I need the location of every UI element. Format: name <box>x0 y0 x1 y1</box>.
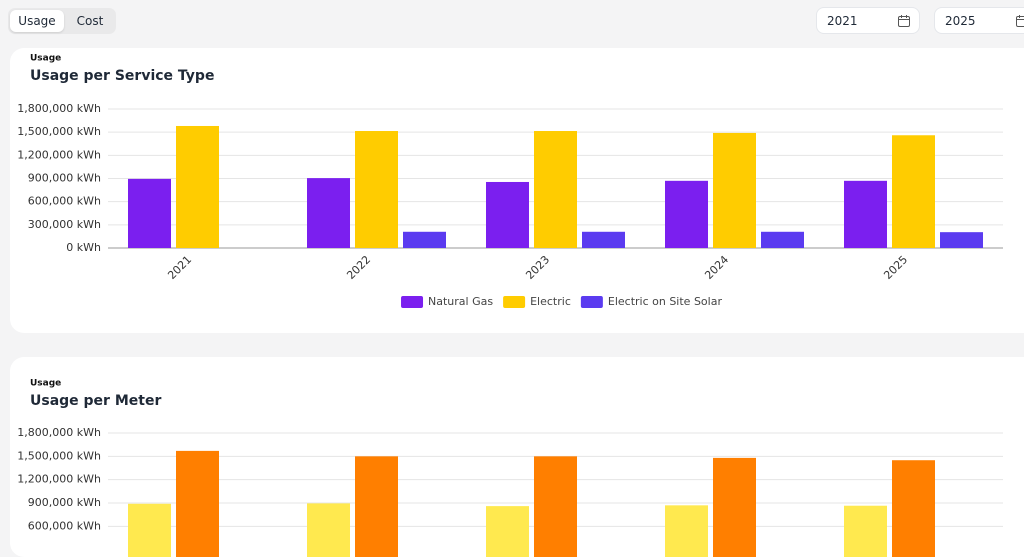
bar <box>892 135 935 248</box>
tab-group: Usage Cost <box>8 8 116 34</box>
card-label: Usage <box>30 379 61 389</box>
tab[interactable]: Usage <box>10 10 64 32</box>
bar <box>355 456 398 557</box>
bar <box>176 126 219 248</box>
legend-swatch <box>503 296 525 308</box>
y-tick-label: 1,800,000 kWh <box>17 426 101 439</box>
legend-label: Natural Gas <box>428 295 493 308</box>
bar <box>665 181 708 248</box>
x-tick-label: 2023 <box>523 253 552 282</box>
bar <box>665 505 708 557</box>
chart-card: Usage Usage per Service Type 0 kWh 300,000 … <box>10 48 1024 333</box>
date-value: 2025 <box>945 14 976 28</box>
bar <box>713 458 756 557</box>
date-value: 2021 <box>827 14 858 28</box>
x-tick-label: 2021 <box>165 253 194 282</box>
y-tick-label: 300,000 kWh <box>28 218 101 231</box>
bar <box>486 182 529 248</box>
y-tick-label: 1,800,000 kWh <box>17 102 101 115</box>
bar <box>582 232 625 248</box>
chart: Usage Usage per Meter 600,000 kWh 900,000 k… <box>10 357 1024 557</box>
bar <box>128 179 171 248</box>
bar <box>307 503 350 557</box>
legend-swatch <box>581 296 603 308</box>
date-input[interactable]: 2025 <box>934 7 1024 34</box>
y-tick-label: 1,200,000 kWh <box>17 148 101 161</box>
bar <box>176 451 219 557</box>
bar <box>940 232 983 248</box>
x-tick-label: 2025 <box>881 253 910 282</box>
x-tick-label: 2022 <box>344 253 373 282</box>
chart-card: Usage Usage per Meter 600,000 kWh 900,000 k… <box>10 357 1024 557</box>
y-tick-label: 900,000 kWh <box>28 172 101 185</box>
tab[interactable]: Cost <box>66 10 114 32</box>
bar <box>307 178 350 248</box>
bar <box>844 181 887 248</box>
y-tick-label: 0 kWh <box>66 241 101 254</box>
bar <box>534 131 577 248</box>
chart: Usage Usage per Service Type 0 kWh 300,000 … <box>10 48 1024 333</box>
y-tick-label: 1,200,000 kWh <box>17 473 101 486</box>
bar <box>713 133 756 248</box>
bar <box>844 506 887 557</box>
y-tick-label: 900,000 kWh <box>28 496 101 509</box>
bar <box>355 131 398 248</box>
y-tick-label: 600,000 kWh <box>28 519 101 532</box>
date-input[interactable]: 2021 <box>816 7 920 34</box>
y-tick-label: 1,500,000 kWh <box>17 449 101 462</box>
legend-label: Electric <box>530 295 571 308</box>
calendar-icon <box>897 14 911 28</box>
x-tick-label: 2024 <box>702 253 731 282</box>
bar <box>761 232 804 248</box>
y-tick-label: 1,500,000 kWh <box>17 125 101 138</box>
bar <box>534 456 577 557</box>
chart-title: Usage per Service Type <box>30 68 214 84</box>
legend: Natural Gas Electric Electric on Site Sola… <box>401 295 722 308</box>
y-tick-label: 600,000 kWh <box>28 195 101 208</box>
chart-title: Usage per Meter <box>30 393 161 409</box>
bar <box>128 504 171 557</box>
bar <box>403 232 446 248</box>
card-label: Usage <box>30 54 61 64</box>
bar <box>892 460 935 557</box>
calendar-icon <box>1015 14 1024 28</box>
bar <box>486 506 529 557</box>
legend-label: Electric on Site Solar <box>608 295 723 308</box>
legend-swatch <box>401 296 423 308</box>
